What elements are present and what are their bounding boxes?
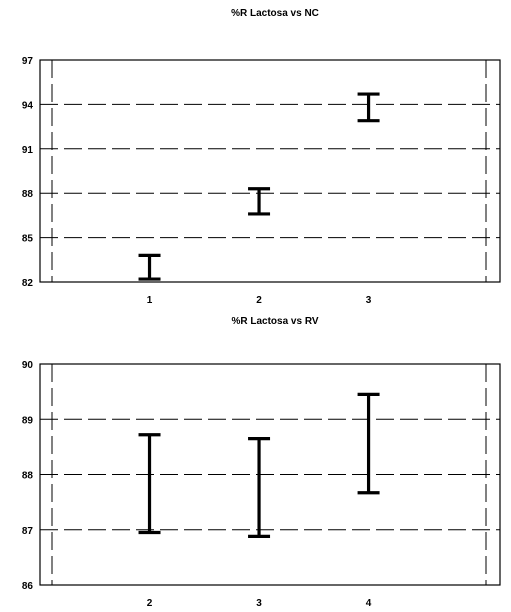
error-bar bbox=[357, 392, 380, 495]
y-tick-label: 82 bbox=[22, 278, 34, 289]
y-tick-label: 88 bbox=[22, 189, 34, 200]
x-tick-label: 3 bbox=[366, 295, 372, 306]
y-tick-label: 86 bbox=[22, 581, 34, 592]
y-tick-label: 88 bbox=[22, 471, 34, 482]
y-tick-label: 94 bbox=[22, 100, 34, 111]
y-tick-label: 90 bbox=[22, 360, 34, 371]
y-tick-label: 85 bbox=[22, 234, 34, 245]
error-bar bbox=[138, 433, 161, 535]
x-tick-label: 2 bbox=[147, 598, 153, 609]
chart-title: %R Lactosa vs NC bbox=[231, 8, 319, 19]
plot-frame bbox=[39, 59, 501, 283]
y-tick-label: 87 bbox=[22, 526, 34, 537]
y-tick-label: 91 bbox=[22, 145, 34, 156]
chart-title: %R Lactosa vs RV bbox=[231, 316, 318, 327]
x-tick-label: 4 bbox=[366, 598, 372, 609]
y-tick-label: 89 bbox=[22, 415, 34, 426]
error-bar bbox=[248, 436, 271, 538]
error-bar bbox=[357, 92, 380, 123]
y-tick-label: 97 bbox=[22, 56, 34, 67]
x-tick-label: 2 bbox=[256, 295, 262, 306]
chart-panel-2: %R Lactosa vs RV 86 87 88 89 90 2 3 4 bbox=[22, 316, 501, 609]
chart-panel-1: %R Lactosa vs NC 82 85 88 91 94 97 1 2 3 bbox=[22, 8, 501, 306]
x-tick-label: 1 bbox=[147, 295, 153, 306]
x-tick-label: 3 bbox=[256, 598, 262, 609]
error-bar bbox=[138, 253, 161, 281]
error-bar bbox=[248, 187, 271, 216]
plot-frame bbox=[39, 363, 501, 586]
